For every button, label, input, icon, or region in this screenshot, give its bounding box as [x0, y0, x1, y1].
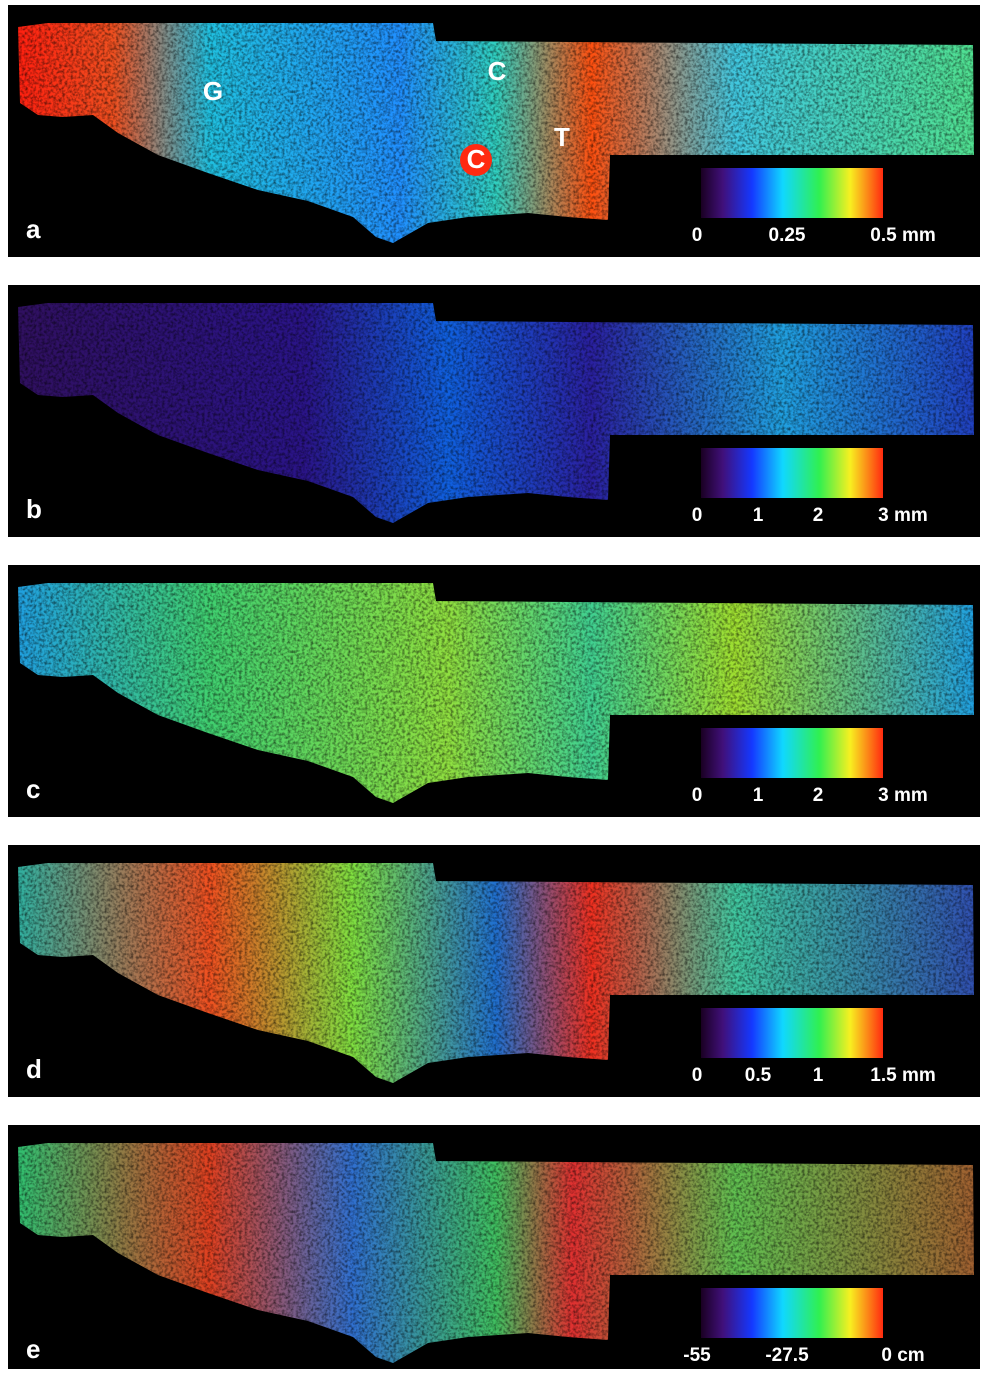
map-annotation: C	[467, 144, 486, 174]
colorbar-label: 0	[692, 1065, 703, 1086]
colorbar-label: -55	[683, 1345, 711, 1366]
colorbar	[701, 1288, 883, 1338]
panel-label: d	[26, 1054, 42, 1084]
colorbar-label: 1.5 mm	[870, 1065, 935, 1086]
colorbar-label: 0	[692, 505, 703, 526]
colorbar-label: 0	[692, 225, 703, 246]
panel-label: a	[26, 214, 41, 244]
colorbar-label: 0	[692, 785, 703, 806]
panel: d 0 0.5 1 1.5 mm	[8, 845, 980, 1097]
colorbar	[701, 168, 883, 218]
colorbar	[701, 1008, 883, 1058]
colorbar-label: 2	[813, 505, 824, 526]
colorbar-label: 0.5 mm	[870, 225, 935, 246]
colorbar	[701, 728, 883, 778]
colorbar-label: 0 cm	[881, 1345, 924, 1366]
colorbar-label: 3 mm	[878, 785, 928, 806]
colorbar-label: 1	[753, 785, 764, 806]
colorbar-label: 0.25	[769, 225, 806, 246]
map-annotation: C	[488, 56, 507, 86]
panel: a 0 0.25 0.5 mm G C C T	[8, 5, 980, 257]
colorbar	[701, 448, 883, 498]
panel: c 0 1 2 3 mm	[8, 565, 980, 817]
colorbar-label: 1	[813, 1065, 824, 1086]
panel-label: c	[26, 774, 40, 804]
panel-label: b	[26, 494, 42, 524]
map-annotation: G	[203, 76, 223, 106]
colorbar-label: 3 mm	[878, 505, 928, 526]
colorbar-label: 0.5	[745, 1065, 772, 1086]
colorbar-label: 2	[813, 785, 824, 806]
colorbar-label: -27.5	[765, 1345, 809, 1366]
colorbar-label: 1	[753, 505, 764, 526]
panel: b 0 1 2 3 mm	[8, 285, 980, 537]
panel: e -55 -27.5 0 cm	[8, 1125, 980, 1369]
panel-label: e	[26, 1334, 40, 1364]
figure: a 0 0.25 0.5 mm G C C Tb 0 1 2 3 mm c 0 1 2 3 mm d 0 0.5 1 1.…	[0, 0, 981, 1371]
map-annotation: T	[554, 122, 570, 152]
